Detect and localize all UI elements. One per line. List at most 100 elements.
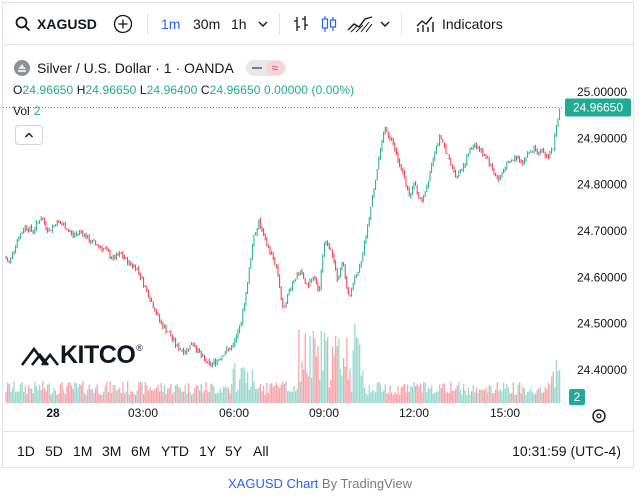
price-chart[interactable]: 24.40000 24.50000 24.60000 24.70000 24.80000… <box>3 46 633 430</box>
timeframe-dropdown[interactable] <box>257 3 269 45</box>
x-tick-label: 09:00 <box>309 406 339 420</box>
volume-bar <box>288 391 290 403</box>
volume-bar <box>80 384 82 403</box>
volume-bar <box>389 385 391 403</box>
range-button-all[interactable]: All <box>253 443 269 459</box>
timeframe-label: 1m <box>161 16 181 32</box>
volume-bar <box>187 382 190 403</box>
volume-bar <box>495 389 497 403</box>
volume-bar <box>85 394 87 403</box>
volume-bar <box>23 391 25 403</box>
volume-bar <box>442 384 444 403</box>
volume-bar <box>125 391 127 403</box>
bar-style-button[interactable] <box>291 3 311 45</box>
volume-bar <box>301 361 303 403</box>
volume-bar <box>112 385 114 403</box>
volume-bar <box>31 388 33 403</box>
volume-bar <box>440 388 442 403</box>
volume-bar <box>34 381 36 403</box>
indicators-button[interactable]: Indicators <box>415 3 503 45</box>
range-button-5d[interactable]: 5D <box>45 443 63 459</box>
volume-value: 2 <box>33 104 41 118</box>
volume-bar <box>456 385 458 403</box>
chart-type-dropdown[interactable] <box>379 3 391 45</box>
volume-bar <box>482 389 484 403</box>
volume-bar <box>7 382 9 403</box>
volume-bar <box>285 381 287 403</box>
volume-bar <box>55 390 57 403</box>
volume-bar <box>335 335 337 403</box>
volume-bar <box>26 393 28 403</box>
volume-bar <box>458 381 460 403</box>
indicators-icon <box>416 16 434 32</box>
volume-bar <box>336 346 338 403</box>
volume-bar <box>279 388 281 403</box>
range-button-1m[interactable]: 1M <box>73 443 93 459</box>
range-button-5y[interactable]: 5Y <box>225 443 243 459</box>
volume-bar <box>338 338 340 403</box>
timeframe-1h[interactable]: 1h <box>231 3 247 45</box>
ohlc-values: O24.96650 H24.96650 L24.96400 C24.96650 … <box>13 83 355 97</box>
volume-bar <box>203 390 206 403</box>
range-button-ytd[interactable]: YTD <box>161 443 189 459</box>
volume-bar <box>74 382 76 403</box>
symbol-search[interactable]: XAGUSD <box>15 3 97 45</box>
volume-bar <box>21 382 23 403</box>
volume-bar <box>40 389 42 403</box>
volume-bar <box>424 382 426 403</box>
volume-bar <box>191 394 193 403</box>
volume-bar <box>386 393 388 403</box>
volume-bar <box>295 391 297 403</box>
volume-bar <box>216 392 218 403</box>
volume-bar <box>162 391 164 403</box>
range-button-3m[interactable]: 3M <box>102 443 122 459</box>
volume-bar <box>474 392 476 403</box>
area-style-button[interactable] <box>347 3 373 45</box>
volume-bar <box>18 391 20 403</box>
volume-bar <box>87 389 89 403</box>
volume-bar <box>258 387 260 403</box>
wave-icon: ≈ <box>265 61 284 75</box>
volume-bar <box>509 393 511 403</box>
volume-bar <box>221 392 223 403</box>
candle-style-button[interactable] <box>319 3 339 45</box>
compare-button[interactable] <box>113 3 133 45</box>
volume-bar <box>515 394 518 403</box>
volume-bar <box>443 383 446 403</box>
timeframe-30m[interactable]: 30m <box>193 3 220 45</box>
range-button-1y[interactable]: 1Y <box>199 443 217 459</box>
range-button-1d[interactable]: 1D <box>17 443 35 459</box>
volume-bar <box>266 382 268 403</box>
x-tick-label: 12:00 <box>399 406 429 420</box>
volume-bar <box>466 394 468 403</box>
volume-bar <box>178 386 180 403</box>
visibility-toggle[interactable]: ≈ <box>245 60 286 76</box>
collapse-legend-button[interactable] <box>15 125 43 145</box>
toolbar-divider <box>279 13 280 35</box>
current-price-badge: 24.96650 <box>565 98 631 117</box>
volume-bar <box>535 393 537 403</box>
volume-bars <box>5 323 561 403</box>
volume-bar <box>135 394 137 403</box>
symbol-label: XAGUSD <box>37 16 97 32</box>
volume-bar <box>528 391 530 403</box>
change-value: 0.00000 (0.00%) <box>263 83 355 97</box>
price-candles <box>5 108 561 368</box>
volume-bar <box>160 382 162 403</box>
volume-bar <box>227 387 230 403</box>
range-button-6m[interactable]: 6M <box>131 443 151 459</box>
y-tick-label: 24.70000 <box>577 224 627 238</box>
volume-bar <box>506 384 508 403</box>
volume-bar <box>47 385 49 403</box>
volume-bar <box>167 388 169 403</box>
volume-bar <box>429 389 431 403</box>
volume-bar <box>325 340 327 403</box>
volume-bar <box>120 393 122 403</box>
chart-link[interactable]: XAGUSD Chart <box>227 476 319 491</box>
volume-bar <box>251 369 254 403</box>
volume-bar <box>128 394 130 403</box>
timeframe-1m[interactable]: 1m <box>161 3 180 45</box>
settings-button[interactable] <box>592 409 606 423</box>
volume-bar <box>5 391 7 403</box>
volume-bar <box>51 392 54 403</box>
